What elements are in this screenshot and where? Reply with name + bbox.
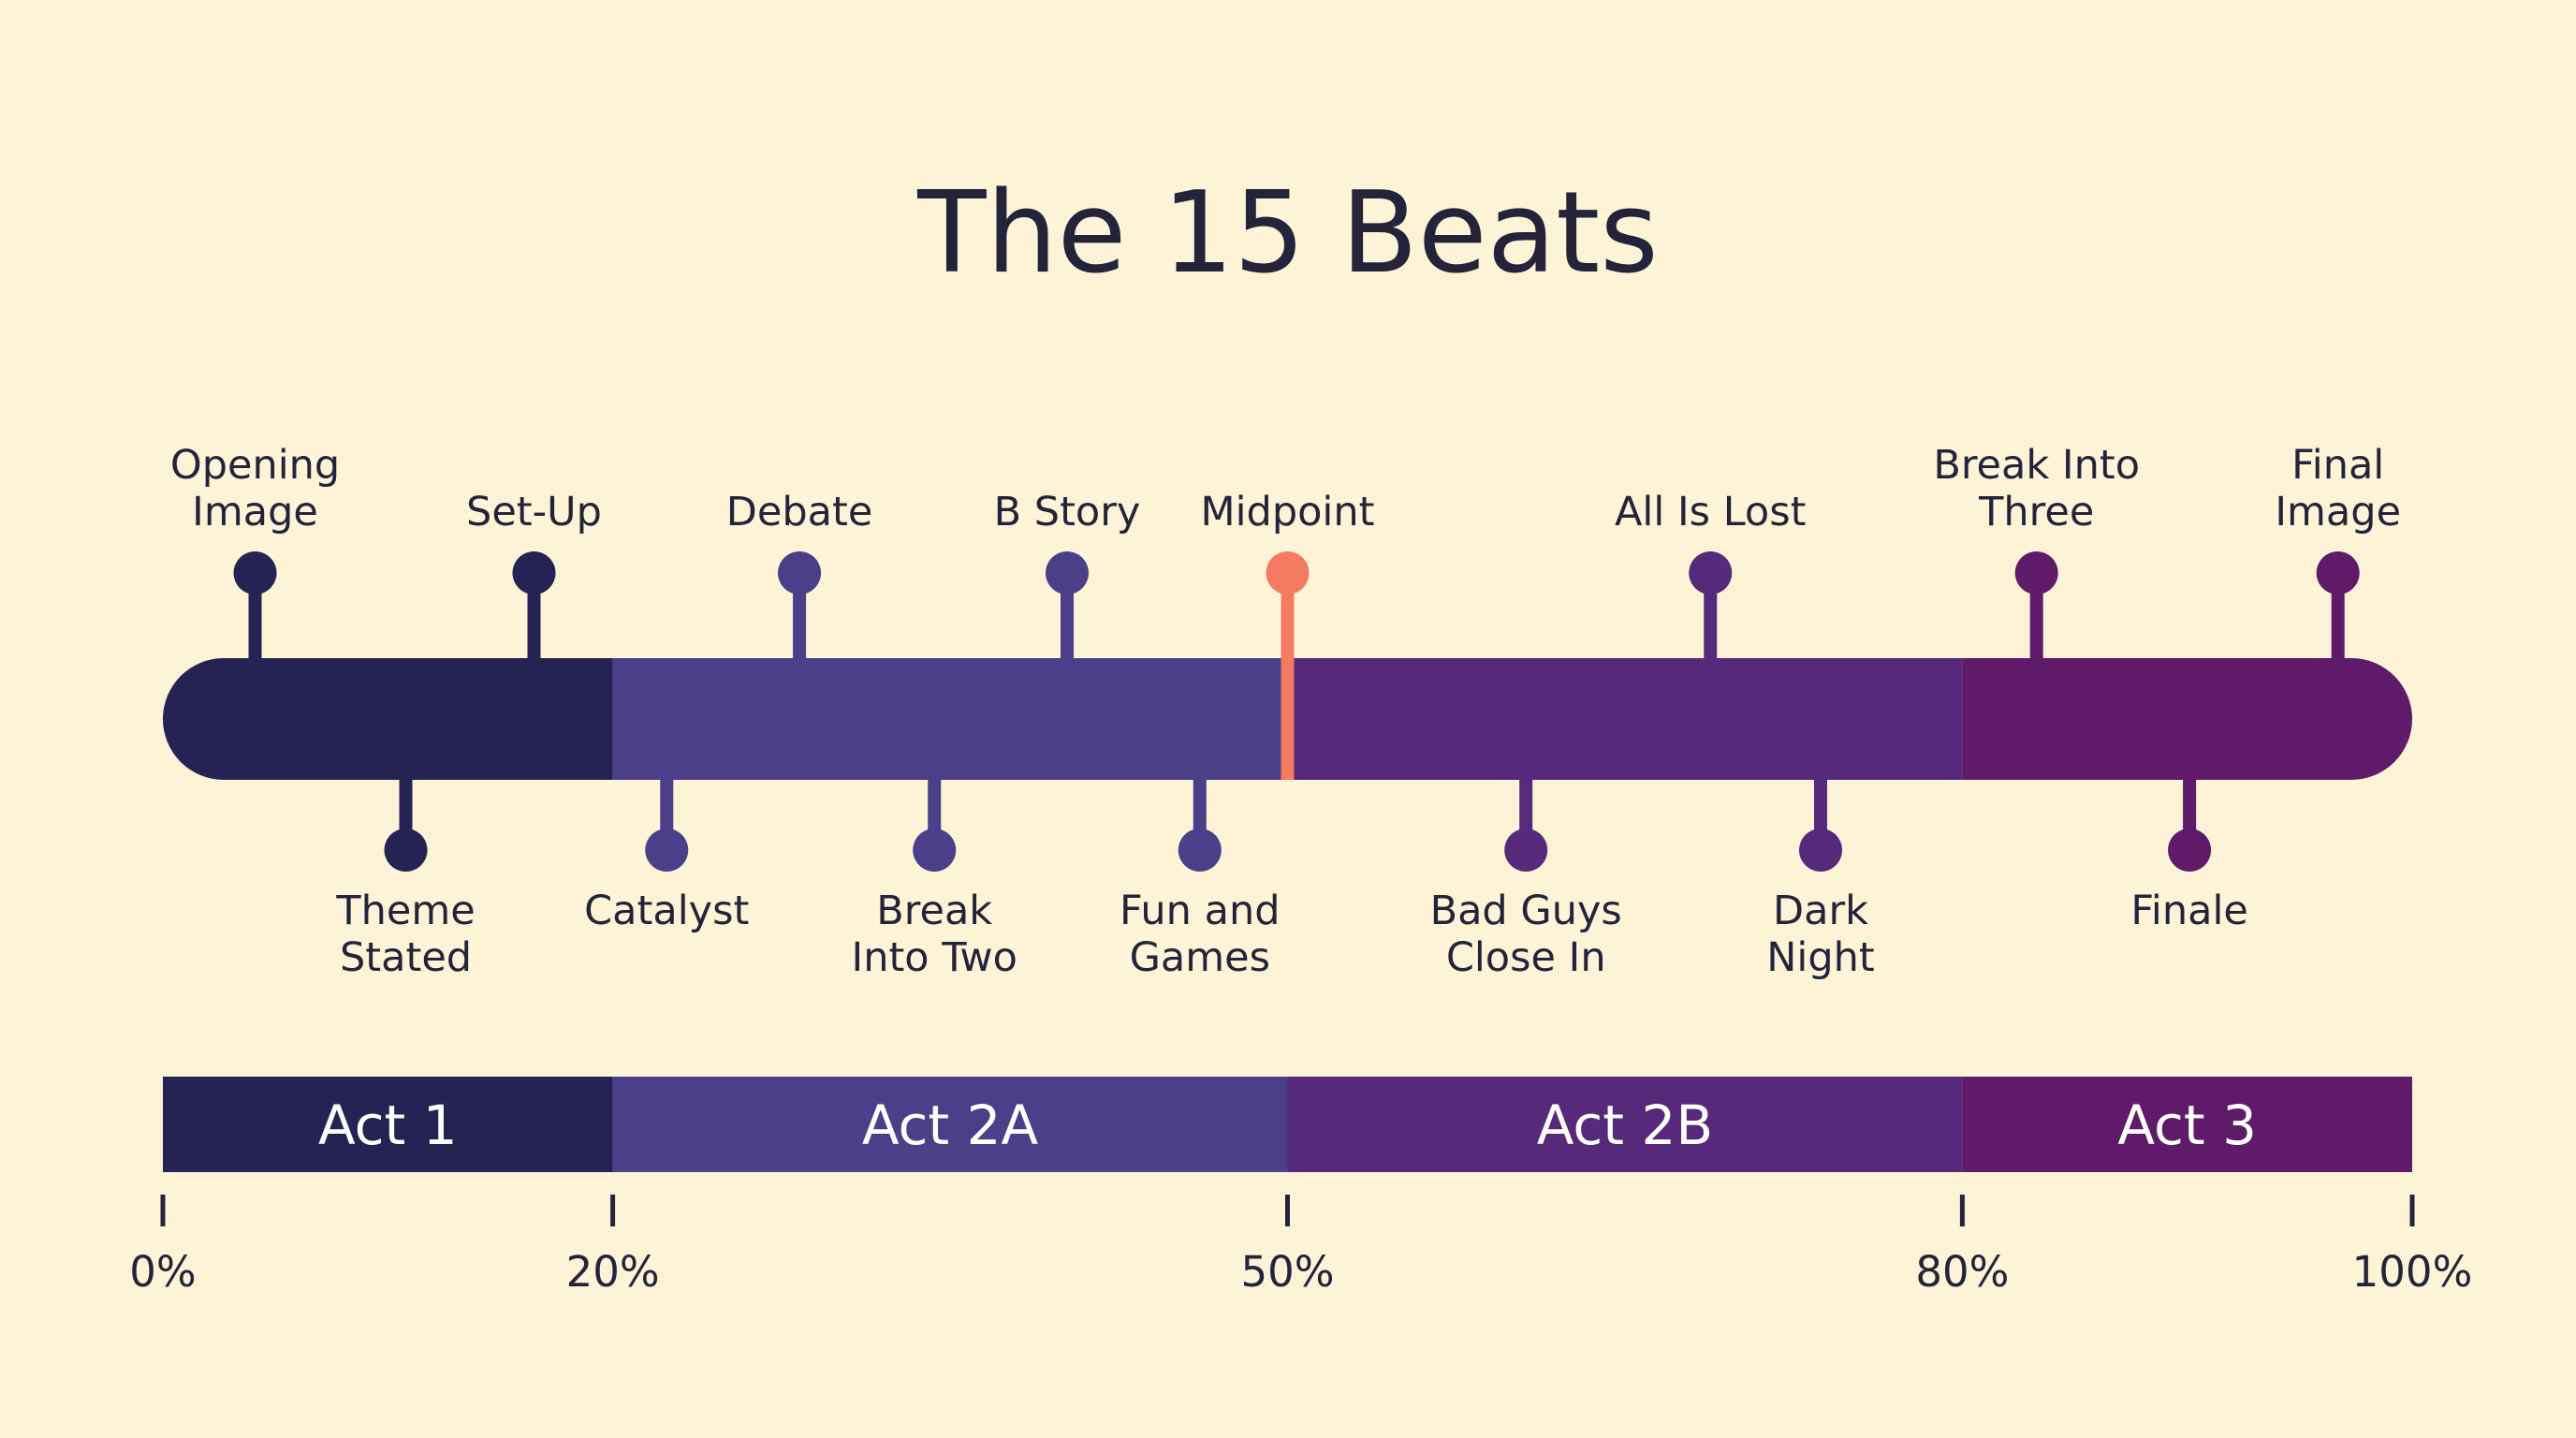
beat-label: Final xyxy=(2291,442,2384,489)
beat-dot xyxy=(913,829,957,872)
timeline-segment xyxy=(612,658,1288,780)
axis-tick: 50% xyxy=(1240,1195,1335,1297)
beat-label: Theme xyxy=(335,888,475,934)
act-label: Act 2B xyxy=(1537,1093,1713,1157)
act-block: Act 1 xyxy=(163,1077,613,1172)
act-label: Act 3 xyxy=(2117,1093,2257,1157)
tick-label: 80% xyxy=(1915,1247,2009,1297)
beat-label: Into Two xyxy=(852,934,1017,981)
beat-dot xyxy=(2014,551,2058,594)
beat-dot xyxy=(2316,551,2360,594)
beat-label: Midpoint xyxy=(1200,489,1374,536)
tick-mark xyxy=(160,1195,166,1226)
beat-label: Opening xyxy=(170,442,340,489)
beat-label: Break xyxy=(876,888,992,934)
beat-markers: OpeningImageThemeStatedSet-UpCatalystDeb… xyxy=(170,442,2401,981)
percent-axis: 0% 20% 50% 80% 100% xyxy=(129,1195,2472,1297)
beat-label: Catalyst xyxy=(584,888,749,934)
beat-label: Fun and xyxy=(1120,888,1280,934)
beat-dot xyxy=(1178,829,1222,872)
beat-catalyst: Catalyst xyxy=(584,778,749,934)
beat-dot xyxy=(1504,829,1548,872)
timeline-segment xyxy=(1287,658,1963,780)
axis-tick: 80% xyxy=(1915,1195,2009,1297)
beat-label: Debate xyxy=(726,489,873,536)
beat-dot xyxy=(645,829,689,872)
beat-stem xyxy=(527,573,541,660)
timeline-segment xyxy=(163,658,613,780)
beat-label: Close In xyxy=(1446,934,1606,981)
acts-band: Act 1 Act 2A Act 2B Act 3 xyxy=(163,1077,2412,1172)
tick-label: 100% xyxy=(2352,1247,2473,1297)
beat-set-up: Set-Up xyxy=(466,489,602,660)
beat-stem xyxy=(248,573,262,660)
beat-stem xyxy=(2331,573,2345,660)
act-block-fill xyxy=(612,1077,1288,1172)
beat-dot xyxy=(1799,829,1843,872)
beat-stem xyxy=(2029,573,2043,660)
tick-mark xyxy=(610,1195,616,1226)
beat-stem xyxy=(1061,573,1075,660)
axis-tick: 0% xyxy=(129,1195,197,1297)
beat-label: B Story xyxy=(994,489,1141,536)
beat-label: Break Into xyxy=(1933,442,2140,489)
act-block-fill xyxy=(1287,1077,1963,1172)
tick-label: 0% xyxy=(129,1247,196,1297)
timeline-segment xyxy=(1962,658,2412,780)
beat-dot xyxy=(384,829,428,872)
beat-label: Stated xyxy=(340,934,472,981)
timeline-bar xyxy=(163,658,2412,780)
beat-label: Bad Guys xyxy=(1430,888,1622,934)
timeline-segments xyxy=(163,658,2412,780)
act-block-fill xyxy=(163,1077,613,1172)
beat-debate: Debate xyxy=(726,489,873,660)
tick-label: 50% xyxy=(1240,1247,1334,1297)
beat-midpoint: Midpoint xyxy=(1200,489,1375,780)
beat-label: Dark xyxy=(1773,888,1868,934)
beat-label: Image xyxy=(192,489,318,536)
axis-tick: 20% xyxy=(566,1195,660,1297)
beat-finale: Finale xyxy=(2130,778,2248,934)
beat-label: Image xyxy=(2275,489,2401,536)
act-block: Act 2B xyxy=(1287,1077,1963,1172)
act-label: Act 2A xyxy=(862,1093,1039,1157)
act-label: Act 1 xyxy=(318,1093,458,1157)
beat-label: Finale xyxy=(2130,888,2248,934)
tick-label: 20% xyxy=(566,1247,660,1297)
beat-stem xyxy=(793,573,807,660)
beat-dot xyxy=(1046,551,1090,594)
tick-mark xyxy=(2409,1195,2415,1226)
act-block: Act 3 xyxy=(1962,1077,2412,1172)
beat-dot xyxy=(2168,829,2212,872)
beat-dot xyxy=(1689,551,1733,594)
beat-label: Games xyxy=(1130,934,1270,981)
beat-stem xyxy=(1281,573,1295,780)
beat-b-story: B Story xyxy=(994,489,1141,660)
beat-all-is-lost: All Is Lost xyxy=(1615,489,1807,660)
beat-dot xyxy=(233,551,277,594)
beat-stem xyxy=(1704,573,1718,660)
beat-label: All Is Lost xyxy=(1615,489,1807,536)
act-block-fill xyxy=(1962,1077,2412,1172)
beat-label: Three xyxy=(1978,489,2094,536)
beat-dot xyxy=(1266,551,1310,594)
act-block: Act 2A xyxy=(612,1077,1288,1172)
tick-mark xyxy=(1285,1195,1290,1226)
beat-label: Set-Up xyxy=(466,489,602,536)
beat-label: Night xyxy=(1766,934,1875,981)
diagram-title: The 15 Beats xyxy=(916,169,1658,299)
beat-dot xyxy=(778,551,822,594)
tick-mark xyxy=(1959,1195,1965,1226)
beat-dot xyxy=(512,551,556,594)
axis-tick: 100% xyxy=(2352,1195,2473,1297)
